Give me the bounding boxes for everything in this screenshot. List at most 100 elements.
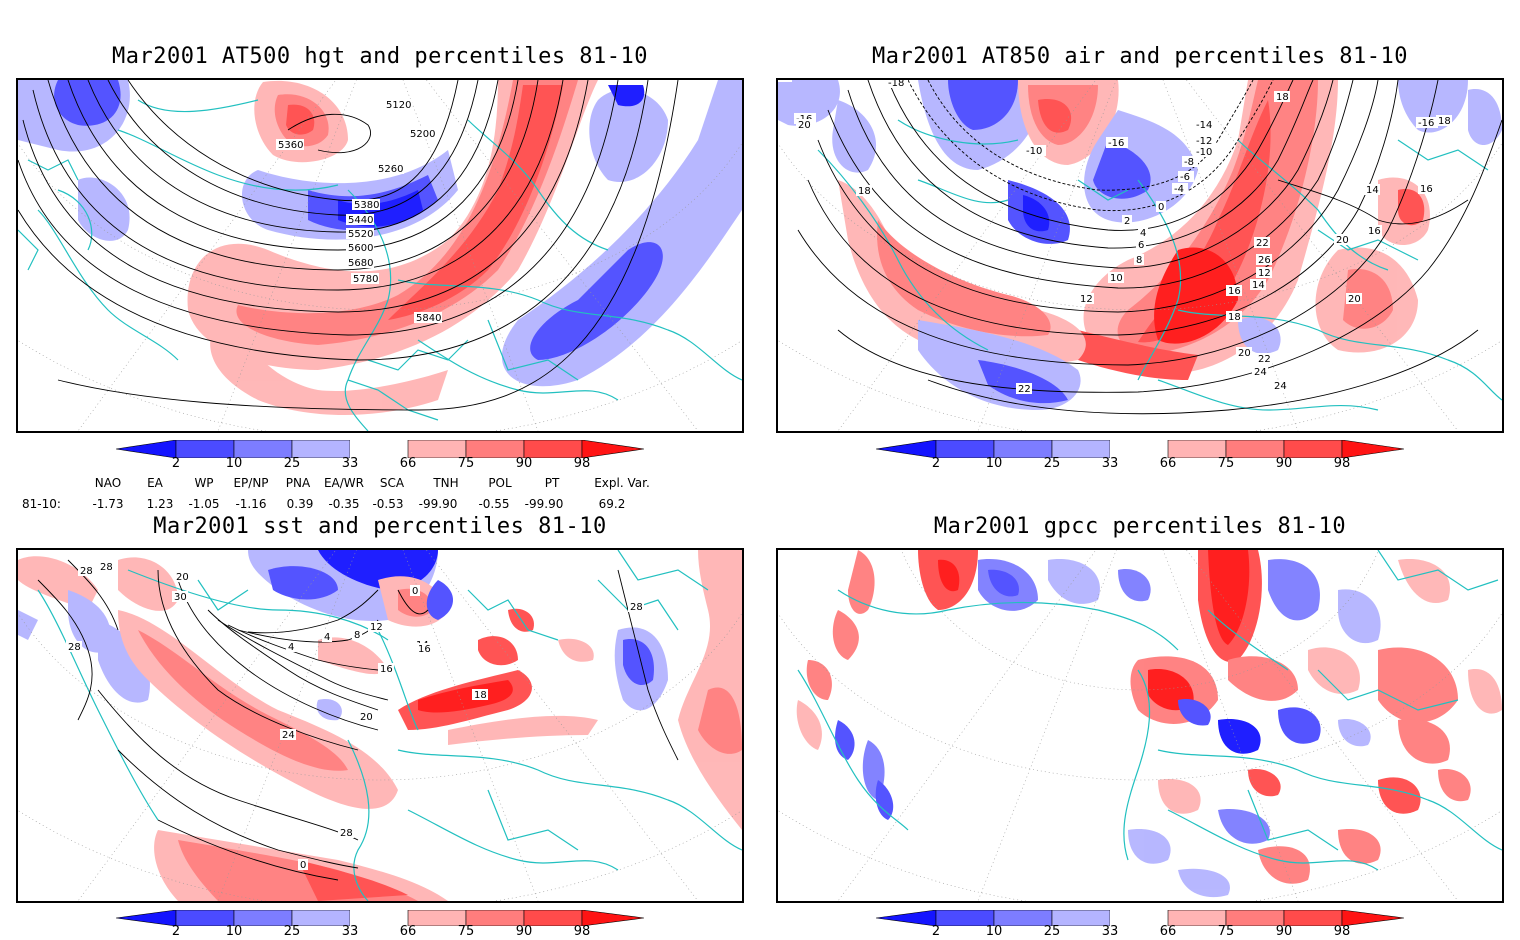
contour-label-bg (794, 113, 816, 124)
contour-label-bg (280, 729, 296, 740)
colorbar-label: 75 (1217, 924, 1235, 939)
contour-label-bg (276, 139, 304, 150)
contour-label: 20 (176, 572, 189, 583)
contour-label-bg (1416, 117, 1438, 128)
graticule (778, 550, 1502, 901)
graticule (18, 80, 742, 431)
contour-label-bg (1250, 279, 1266, 290)
contour-label-bg (1024, 145, 1046, 156)
index-value: -99.90 (524, 497, 564, 511)
contour-label-bg (346, 228, 374, 239)
contour-labels: 5120 5200 5260 5360 5380 5440 5520 5600 5680 5780… (276, 99, 442, 324)
contour-label-bg (1078, 293, 1094, 304)
contour-label-bg (1226, 311, 1242, 322)
contour-label-bg (1016, 383, 1032, 394)
contour-label-bg (1256, 267, 1272, 278)
index-header: Expl. Var. (594, 476, 650, 490)
contour-label: 10 (1110, 273, 1123, 284)
contour-label: 0 (412, 586, 418, 597)
contour-label-bg (414, 312, 442, 323)
contour-label: 12 (1258, 268, 1271, 279)
contour-label: 28 (630, 602, 643, 613)
contour-label-bg (1136, 239, 1146, 250)
contour-label: 14 (1366, 185, 1379, 196)
colorbar-label: 98 (1333, 924, 1351, 939)
contour-label-bg (98, 561, 114, 572)
contour-label: 16 (1420, 184, 1433, 195)
contour-label: 22 (1018, 384, 1031, 395)
contour-label-bg (1106, 137, 1128, 148)
contour-label: 30 (174, 592, 187, 603)
contour-label: 20 (1336, 235, 1349, 246)
contour-label: -12 (1196, 136, 1212, 147)
contour-label: 5600 (348, 243, 373, 254)
contour-label: 4 (1140, 228, 1146, 239)
contour-label-bg (174, 571, 190, 582)
contour-label-bg (384, 99, 412, 110)
colorbar-label: 25 (283, 924, 301, 939)
contour-label: 5360 (278, 140, 303, 151)
colorbar-label: 25 (1043, 456, 1061, 471)
contour-label: -10 (1196, 147, 1212, 158)
colorbar-top-right: 2 10 25 33 66 75 90 98 (875, 439, 1405, 476)
contour-label: 16 (1368, 226, 1381, 237)
colorbar-label: 33 (1101, 456, 1119, 471)
contour-label: 5200 (410, 129, 435, 140)
contour-label: 5260 (378, 164, 403, 175)
colorbar-label: 2 (171, 456, 181, 471)
colorbar-label: 66 (1159, 456, 1177, 471)
contour-label-bg (856, 185, 872, 196)
colorbar-label: 10 (985, 456, 1003, 471)
contour-label-bg (352, 629, 362, 640)
contour-label-bg (358, 711, 374, 722)
contour-label-bg (1252, 366, 1268, 377)
contour-label-bg (346, 257, 374, 268)
percentile-shading (18, 80, 742, 415)
contour-label-bg (1226, 285, 1242, 296)
index-header: TNH (433, 476, 459, 490)
map-panel-sst: 282820302804812162024280414161828 (16, 548, 744, 903)
colorbar-label: 75 (1217, 456, 1235, 471)
contour-label: 20 (798, 120, 811, 131)
contour-label-bg (1134, 254, 1144, 265)
graticule (778, 80, 1502, 431)
contour-label: 5840 (416, 313, 441, 324)
contour-label-bg (286, 641, 296, 652)
colorbar-label: 90 (1275, 456, 1293, 471)
contour-label-bg (1236, 347, 1252, 358)
height-contours (18, 80, 679, 411)
contour-label: 26 (1258, 255, 1271, 266)
temperature-contours (797, 80, 1502, 415)
sst-contours (37, 559, 679, 881)
contour-label-bg (796, 119, 812, 130)
contour-label-bg (1254, 237, 1270, 248)
index-value: -0.35 (328, 497, 360, 511)
contour-label-bg (78, 565, 94, 576)
contour-label: -8 (1184, 157, 1194, 168)
index-value: 69.2 (598, 497, 626, 511)
index-header: POL (488, 476, 512, 490)
contour-label-bg (1274, 91, 1290, 102)
contour-label-bg (1194, 135, 1216, 146)
contour-label-bg (1334, 234, 1350, 245)
contour-label: 24 (282, 730, 295, 741)
contour-label-bg (628, 601, 644, 612)
contour-label: 20 (360, 712, 373, 723)
contour-label: 5680 (348, 258, 373, 269)
contour-label-bg (172, 591, 188, 602)
colorbar-label: 10 (225, 924, 243, 939)
contour-label-bg (338, 827, 354, 838)
colorbar-label: 90 (515, 456, 533, 471)
colorbar-label: 98 (573, 924, 591, 939)
contour-label: 6 (1138, 240, 1144, 251)
map-panel-hgt500: 5120 5200 5260 5360 5380 5440 5520 5600 5680 5780… (16, 78, 744, 433)
coastlines (797, 550, 1502, 871)
contour-label: 18 (1276, 92, 1289, 103)
panel3-title: Mar2001 sst and percentiles 81-10 (153, 514, 607, 539)
contour-label: -16 (1108, 138, 1124, 149)
contour-labels: -18-1618-10-14-12-10-16-8-6-402468101214… (778, 80, 1452, 395)
contour-label-bg (410, 585, 420, 596)
colorbar-label: 33 (341, 924, 359, 939)
index-value: -1.16 (235, 497, 267, 511)
contour-label: 16 (380, 664, 393, 675)
